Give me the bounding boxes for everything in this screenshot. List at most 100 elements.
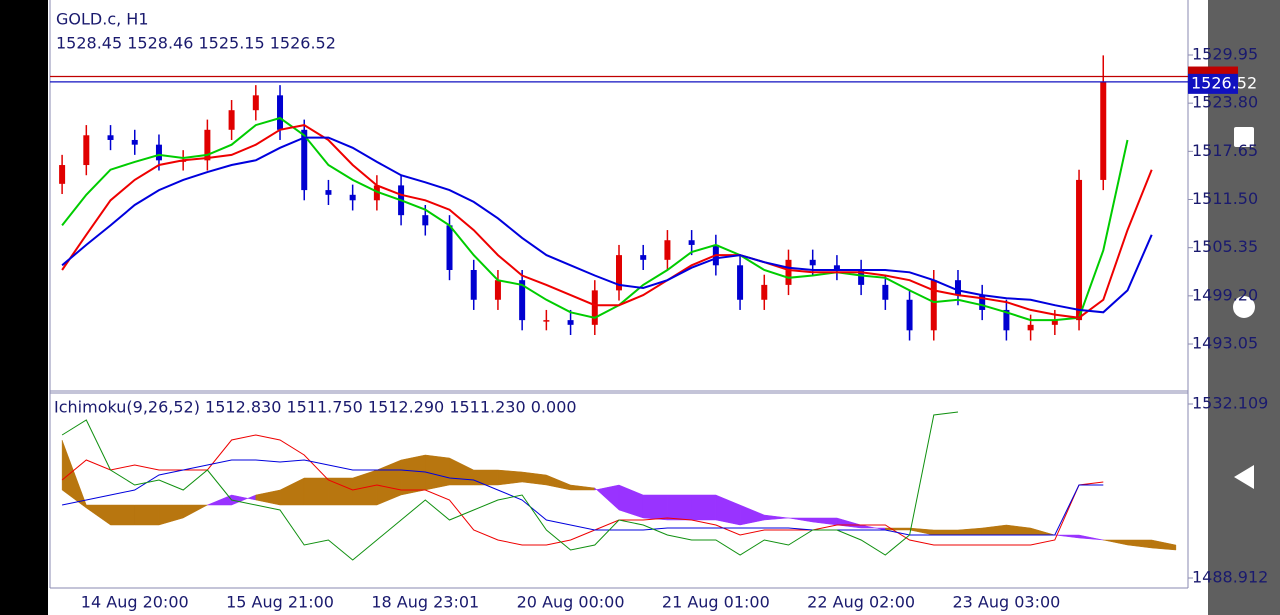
cloud-segment (207, 494, 232, 506)
cloud-segment (933, 529, 959, 536)
y-tick-label: 1532.109 (1192, 394, 1268, 413)
cloud-segment (61, 439, 87, 509)
cloud-segment (909, 527, 935, 536)
series-line (61, 136, 1153, 314)
y-tick-label: 1529.95 (1192, 44, 1258, 63)
series-line (61, 411, 959, 561)
cloud-segment (1103, 539, 1128, 546)
cloud-segment (158, 504, 184, 526)
cloud-segment (473, 469, 499, 486)
candle-body (325, 190, 332, 195)
y-tick-label: 1499.20 (1192, 285, 1258, 304)
cloud-segment (134, 504, 160, 526)
candle-body (83, 135, 90, 166)
nav-back[interactable] (1234, 465, 1254, 489)
cloud-segment (957, 527, 983, 536)
cloud-segment (255, 489, 281, 506)
y-tick-label: 1523.80 (1192, 93, 1258, 112)
candle-body (107, 135, 114, 140)
cloud-segment (1030, 527, 1055, 536)
candle-body (833, 265, 840, 270)
cloud-segment (618, 484, 644, 519)
cloud-segment (981, 524, 1007, 536)
cloud-segment (279, 477, 305, 506)
cloud-segment (546, 474, 571, 491)
y-tick-label: 1505.35 (1192, 237, 1258, 256)
x-tick-label: 22 Aug 02:00 (807, 593, 915, 612)
cloud-segment (110, 504, 135, 526)
candle-body (446, 225, 453, 270)
candle-body (979, 295, 986, 310)
cloud-segment (739, 504, 765, 526)
candle-body (906, 299, 913, 331)
left-bezel (0, 0, 48, 615)
series-line (61, 434, 1104, 546)
y-tick-label: 1493.05 (1192, 334, 1258, 353)
candle-body (204, 129, 211, 161)
candle-body (858, 270, 865, 285)
candle-body (543, 320, 550, 322)
candle-body (519, 280, 526, 321)
x-tick-label: 21 Aug 01:00 (662, 593, 770, 612)
cloud-segment (449, 457, 474, 486)
candle-body (567, 320, 574, 325)
cloud-segment (1078, 534, 1104, 541)
cloud-segment (667, 494, 692, 521)
candle-body (1027, 324, 1034, 331)
x-tick-label: 15 Aug 21:00 (226, 593, 334, 612)
candle-body (349, 194, 356, 201)
x-tick-label: 20 Aug 00:00 (517, 593, 625, 612)
candle-body (1076, 179, 1083, 321)
x-tick-label: 14 Aug 20:00 (81, 593, 189, 612)
candle-body (591, 290, 598, 325)
candle-body (155, 144, 162, 161)
symbol-title: GOLD.c, H1 (56, 10, 149, 29)
cloud-segment (521, 471, 547, 486)
candle-body (422, 215, 429, 226)
candle-body (785, 259, 792, 285)
candle-body (301, 129, 308, 191)
candle-body (930, 280, 937, 331)
cloud-segment (400, 454, 426, 496)
cloud-segment (231, 494, 257, 506)
candle-body (882, 284, 889, 300)
cloud-segment (570, 484, 596, 491)
candle-body (228, 110, 235, 130)
candle-body (470, 270, 477, 300)
cloud-segment (812, 517, 838, 526)
candle-body (277, 95, 284, 130)
candle-body (761, 284, 768, 300)
plot-layer: 1529.95 1523.80 1517.65 1511.50 1505.35 1499.… (50, 44, 1268, 612)
cloud-segment (1006, 524, 1031, 536)
candle-body (809, 259, 816, 266)
x-tick-label: 18 Aug 23:01 (371, 593, 479, 612)
cloud-segment (885, 527, 910, 531)
candle-body (954, 280, 961, 296)
cloud-segment (594, 484, 620, 511)
candle-body (688, 240, 695, 245)
cloud-segment (764, 514, 789, 521)
nav-recent[interactable] (1234, 127, 1254, 147)
candle-body (59, 165, 66, 184)
candle-body (616, 255, 622, 291)
candle-body (131, 139, 138, 145)
cloud-segment (788, 517, 813, 523)
cloud-segment (86, 504, 111, 526)
cloud-segment (182, 504, 208, 519)
indicator-title: Ichimoku(9,26,52) 1512.830 1511.750 1512… (54, 398, 577, 417)
candle-body (252, 95, 259, 111)
candle-body (373, 185, 380, 201)
cloud-segment (1127, 539, 1152, 549)
cloud-segment (376, 459, 402, 506)
candle-body (1051, 320, 1058, 325)
cloud-segment (715, 494, 741, 526)
cloud-segment (1151, 539, 1177, 551)
cloud-segment (860, 524, 886, 531)
last-price-tag (1188, 73, 1238, 94)
cloud-segment (836, 517, 862, 529)
series-line (61, 116, 1129, 322)
nav-home[interactable] (1233, 296, 1255, 318)
candle-body (640, 255, 647, 260)
